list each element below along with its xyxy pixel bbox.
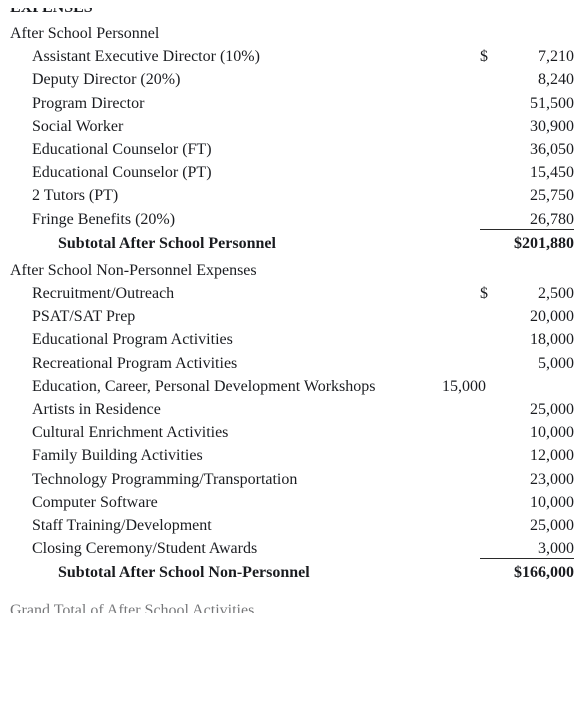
- amount: 30,900: [494, 115, 574, 138]
- item-value: 25,000: [480, 514, 574, 537]
- subtotal-label: Subtotal After School Personnel: [10, 232, 480, 255]
- item-label: Deputy Director (20%): [10, 68, 480, 91]
- item-value: 20,000: [480, 305, 574, 328]
- amount: $166,000: [494, 561, 574, 584]
- item-label: Educational Counselor (FT): [10, 138, 480, 161]
- item-value: 36,050: [480, 138, 574, 161]
- line-item: PSAT/SAT Prep 20,000: [10, 305, 574, 328]
- line-item: Closing Ceremony/Student Awards 3,000: [10, 537, 574, 560]
- line-item: Assistant Executive Director (10%) $ 7,2…: [10, 45, 574, 68]
- subtotal-value: $201,880: [480, 229, 574, 255]
- line-item: Social Worker 30,900: [10, 115, 574, 138]
- item-value: 10,000: [480, 421, 574, 444]
- amount: 12,000: [494, 444, 574, 467]
- item-label: Recreational Program Activities: [10, 352, 480, 375]
- item-label: Recruitment/Outreach: [10, 282, 480, 305]
- item-label: Program Director: [10, 92, 480, 115]
- line-item: Program Director 51,500: [10, 92, 574, 115]
- line-item: Staff Training/Development 25,000: [10, 514, 574, 537]
- amount: 25,750: [494, 184, 574, 207]
- line-item: Computer Software 10,000: [10, 491, 574, 514]
- expenses-heading-cutoff: EXPENSES: [10, 8, 574, 18]
- line-item: Educational Counselor (FT) 36,050: [10, 138, 574, 161]
- item-value: 5,000: [480, 352, 574, 375]
- amount: 5,000: [494, 352, 574, 375]
- item-label: Fringe Benefits (20%): [10, 208, 480, 231]
- item-value: 15,450: [480, 161, 574, 184]
- item-value: 18,000: [480, 328, 574, 351]
- grand-total-cutoff: Grand Total of After School Activities: [10, 599, 574, 613]
- item-value: 10,000: [480, 491, 574, 514]
- amount: 8,240: [494, 68, 574, 91]
- line-item: Recreational Program Activities 5,000: [10, 352, 574, 375]
- item-label: Family Building Activities: [10, 444, 480, 467]
- amount: 20,000: [494, 305, 574, 328]
- amount: 36,050: [494, 138, 574, 161]
- item-label: PSAT/SAT Prep: [10, 305, 480, 328]
- currency-symbol: $: [480, 45, 494, 68]
- amount: 2,500: [494, 282, 574, 305]
- subtotal-label: Subtotal After School Non-Personnel: [10, 561, 480, 584]
- item-value: 25,000: [480, 398, 574, 421]
- amount: 10,000: [494, 421, 574, 444]
- section1-subtotal: Subtotal After School Personnel $201,880: [10, 231, 574, 255]
- amount: 7,210: [494, 45, 574, 68]
- item-label: Computer Software: [10, 491, 480, 514]
- line-item: Artists in Residence 25,000: [10, 398, 574, 421]
- line-item: Education, Career, Personal Development …: [10, 375, 574, 398]
- amount: 23,000: [494, 468, 574, 491]
- amount: 25,000: [494, 514, 574, 537]
- amount: 25,000: [494, 398, 574, 421]
- item-label: Educational Program Activities: [10, 328, 480, 351]
- amount: 18,000: [494, 328, 574, 351]
- item-label: Assistant Executive Director (10%): [10, 45, 480, 68]
- amount: 15,000: [406, 375, 486, 398]
- item-value: $ 7,210: [480, 45, 574, 68]
- currency-symbol: $: [480, 282, 494, 305]
- item-label: Artists in Residence: [10, 398, 480, 421]
- amount: 10,000: [494, 491, 574, 514]
- item-label: Closing Ceremony/Student Awards: [10, 537, 480, 560]
- line-item: Cultural Enrichment Activities 10,000: [10, 421, 574, 444]
- item-value: 8,240: [480, 68, 574, 91]
- amount: $201,880: [494, 232, 574, 255]
- subtotal-value: $166,000: [480, 558, 574, 584]
- item-label: 2 Tutors (PT): [10, 184, 480, 207]
- line-item: Family Building Activities 12,000: [10, 444, 574, 467]
- item-label: Cultural Enrichment Activities: [10, 421, 480, 444]
- section1-header: After School Personnel: [10, 22, 574, 45]
- item-value: 3,000: [480, 537, 574, 560]
- item-label: Technology Programming/Transportation: [10, 468, 480, 491]
- amount: 15,450: [494, 161, 574, 184]
- item-value: $ 2,500: [480, 282, 574, 305]
- amount: 3,000: [494, 537, 574, 560]
- line-item: Recruitment/Outreach $ 2,500: [10, 282, 574, 305]
- line-item: 2 Tutors (PT) 25,750: [10, 184, 574, 207]
- section2-subtotal: Subtotal After School Non-Personnel $166…: [10, 560, 574, 584]
- line-item: Technology Programming/Transportation 23…: [10, 468, 574, 491]
- item-value: 51,500: [480, 92, 574, 115]
- line-item: Deputy Director (20%) 8,240: [10, 68, 574, 91]
- line-item: Fringe Benefits (20%) 26,780: [10, 208, 574, 231]
- amount: 26,780: [494, 208, 574, 231]
- item-label: Staff Training/Development: [10, 514, 480, 537]
- item-value: 12,000: [480, 444, 574, 467]
- item-value: 23,000: [480, 468, 574, 491]
- amount: 51,500: [494, 92, 574, 115]
- line-item: Educational Counselor (PT) 15,450: [10, 161, 574, 184]
- item-value: 15,000: [392, 375, 486, 398]
- item-value: 25,750: [480, 184, 574, 207]
- item-value: 26,780: [480, 208, 574, 231]
- item-value: 30,900: [480, 115, 574, 138]
- item-label: Educational Counselor (PT): [10, 161, 480, 184]
- section2-header: After School Non-Personnel Expenses: [10, 259, 574, 282]
- item-label: Education, Career, Personal Development …: [10, 375, 392, 398]
- line-item: Educational Program Activities 18,000: [10, 328, 574, 351]
- item-label: Social Worker: [10, 115, 480, 138]
